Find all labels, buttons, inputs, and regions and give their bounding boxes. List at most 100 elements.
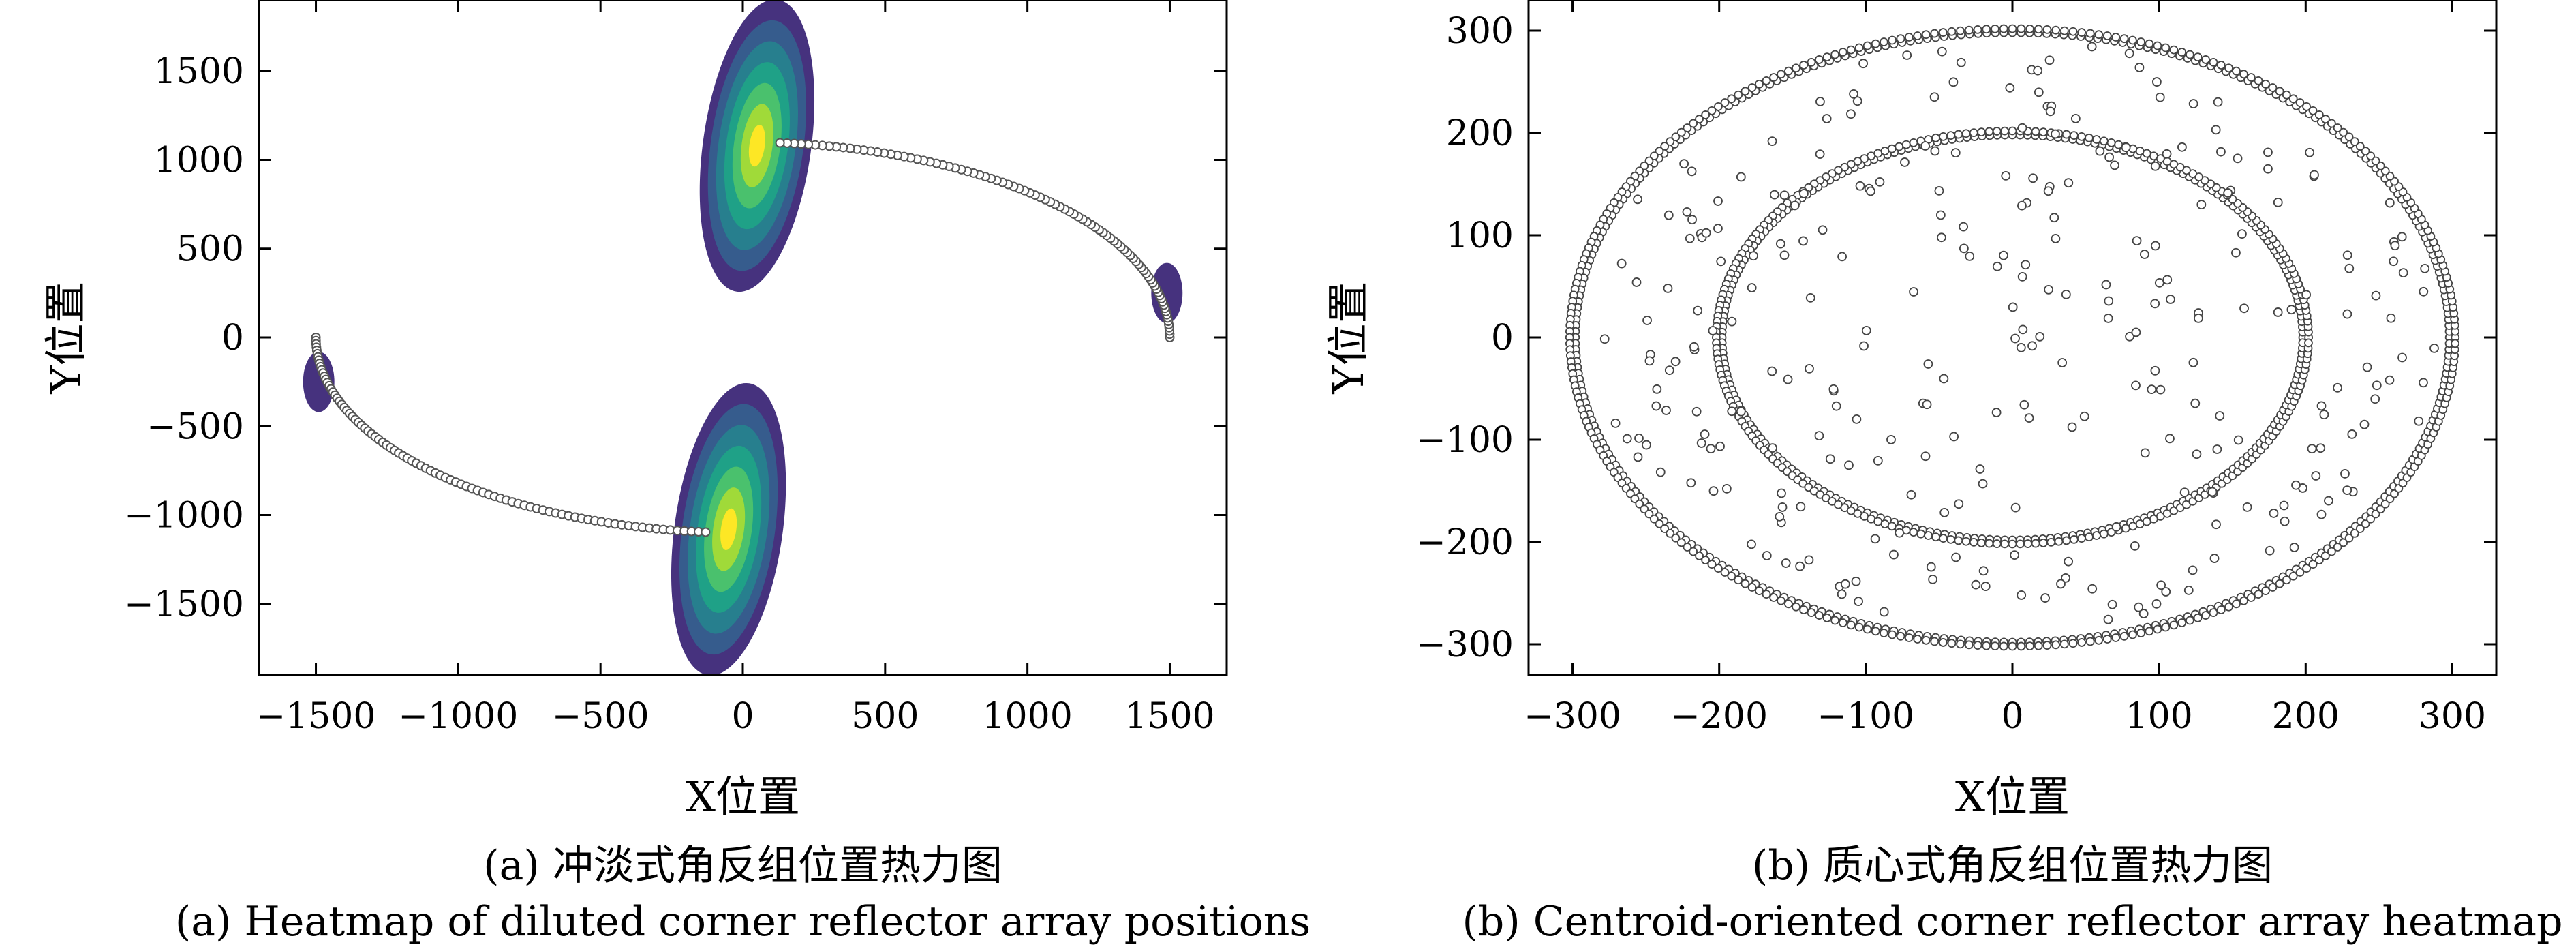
track-series [775, 138, 1175, 342]
ring-point [2169, 45, 2179, 55]
ring-point [2128, 35, 2137, 45]
scatter-point [1815, 97, 1825, 106]
scatter-point [1762, 551, 1772, 560]
scatter-point [1965, 251, 1975, 261]
scatter-point [2140, 448, 2150, 458]
ring-point [2008, 126, 2017, 136]
ring-point [1695, 551, 1704, 560]
heat-level [303, 351, 335, 412]
scatter-point [1779, 250, 1790, 260]
ring-point [1999, 641, 2008, 651]
ring-point [1660, 524, 1670, 533]
ring-point [1755, 586, 1764, 596]
ring-point [1815, 55, 1824, 64]
ring-point [1991, 24, 1999, 33]
ring-point [2061, 536, 2071, 545]
ring-point [2069, 131, 2079, 140]
heat-level [748, 125, 765, 167]
scatter-point [2147, 384, 2157, 395]
ring-point [2333, 123, 2342, 132]
scatter-point [2134, 602, 2144, 612]
ring-point [1939, 534, 1948, 543]
ring-point [2261, 79, 2270, 89]
scatter-point [2237, 229, 2247, 239]
scatter-point [1721, 484, 1732, 494]
panel-a-y-tick-label: 500 [177, 229, 244, 270]
scatter-point [2212, 444, 2222, 454]
panel-a-caption-en: (a) Heatmap of diluted corner reflector … [175, 898, 1310, 946]
scatter-point [1777, 488, 1786, 498]
scatter-point [2043, 186, 2053, 196]
scatter-point [2064, 178, 2074, 188]
ring-point [1649, 514, 1659, 524]
scatter-point [2324, 496, 2333, 506]
panel-a-ticks: −1500 −1000 −500 0 500 1000 1500 1500 1000 500 0 −5… [124, 0, 1227, 737]
scatter-point [2024, 413, 2034, 423]
ring-point [1741, 579, 1750, 588]
ring-point [2451, 339, 2460, 348]
ring-point [1946, 131, 1956, 140]
scatter-point [2344, 263, 2355, 273]
scatter-point [2239, 303, 2249, 314]
scatter-point [1922, 399, 1932, 410]
ring-point [1862, 41, 1872, 50]
scatter-point [2079, 411, 2089, 421]
ring-point [1984, 127, 1994, 136]
scatter-point [2190, 398, 2201, 408]
ring-point [2254, 590, 2263, 599]
scatter-point [2333, 382, 2342, 393]
ring-point [1755, 79, 1764, 89]
scatter-point [2390, 241, 2400, 251]
panel-a-heatmap: −1500 −1000 −500 0 500 1000 1500 1500 1000 500 0 −5… [41, 0, 1310, 946]
scatter-point [1873, 455, 1883, 466]
scatter-point [2207, 487, 2218, 497]
scatter-point [2162, 149, 2172, 159]
scatter-point [2103, 314, 2113, 323]
panel-b-ticks: −300 −200 −100 0 100 200 300 300 200 100 0 −100 −200… [1416, 0, 2496, 737]
ring-point [1999, 24, 2008, 33]
scatter-point [2021, 260, 2031, 270]
ring-point [1777, 70, 1785, 79]
scatter-point [1937, 46, 1947, 57]
ring-series [1565, 24, 2460, 651]
scatter-point [1895, 528, 1905, 538]
scatter-point [2111, 522, 2121, 532]
panel-a-y-tick-label: 0 [221, 318, 244, 359]
scatter-point [1937, 232, 1946, 243]
ring-point [2314, 110, 2324, 119]
ring-point [2025, 641, 2034, 651]
ring-point [2185, 50, 2194, 59]
scatter-point [1837, 252, 1847, 262]
ring-point [2069, 534, 2079, 544]
scatter-point [1849, 89, 1858, 99]
interior-scatter-series [1599, 42, 2439, 624]
scatter-point [1935, 210, 1946, 220]
scatter-point [1948, 77, 1959, 87]
scatter-point [1644, 356, 1655, 366]
ring-point [1973, 641, 1982, 650]
scatter-point [1870, 534, 1880, 544]
scatter-point [2370, 394, 2380, 404]
scatter-point [1716, 256, 1726, 267]
scatter-point [1978, 479, 1988, 489]
ring-point [2246, 593, 2256, 602]
scatter-point [1855, 181, 1865, 191]
scatter-point [1831, 401, 1841, 411]
scatter-point [2019, 399, 2029, 410]
ring-point [1720, 568, 1730, 577]
scatter-point [1642, 316, 1652, 325]
ring-point [1644, 509, 1654, 519]
ring-point [1822, 613, 1832, 622]
scatter-point [1844, 460, 1854, 470]
scatter-point [1663, 284, 1673, 293]
scatter-point [1980, 582, 1991, 591]
ring-point [2015, 539, 2025, 549]
ring-point [1954, 536, 1963, 545]
ring-point [1799, 61, 1809, 70]
scatter-point [2429, 343, 2439, 353]
scatter-point [2398, 268, 2408, 278]
scatter-point [1900, 157, 1910, 167]
ring-point [1992, 127, 2002, 136]
ring-point [2077, 28, 2087, 37]
scatter-point [2121, 142, 2131, 153]
